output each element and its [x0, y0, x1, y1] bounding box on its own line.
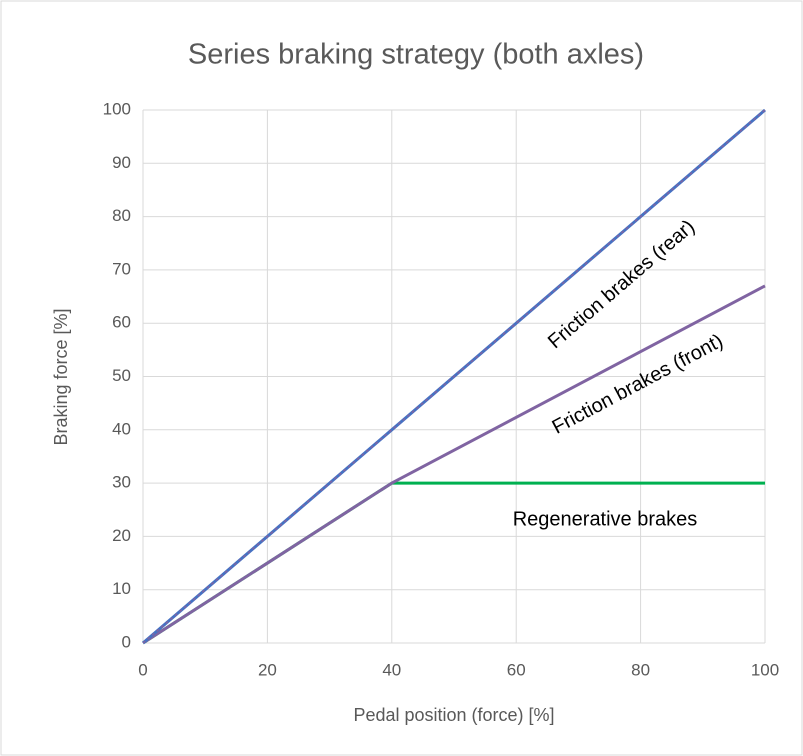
x-tick-label: 40 [382, 660, 401, 679]
y-tick-label: 80 [112, 206, 131, 225]
y-tick-label: 0 [122, 632, 131, 651]
y-tick-label: 60 [112, 313, 131, 332]
y-tick-label: 90 [112, 153, 131, 172]
x-tick-label: 0 [138, 660, 147, 679]
y-tick-label: 50 [112, 366, 131, 385]
x-tick-label: 20 [258, 660, 277, 679]
x-tick-label: 60 [507, 660, 526, 679]
chart-title: Series braking strategy (both axles) [188, 39, 644, 71]
y-tick-label: 100 [103, 99, 131, 118]
x-axis-label: Pedal position (force) [%] [353, 705, 554, 725]
y-axis-label: Braking force [%] [51, 308, 71, 445]
y-tick-label: 30 [112, 473, 131, 492]
series-label: Regenerative brakes [513, 508, 698, 530]
y-tick-label: 20 [112, 526, 131, 545]
y-tick-label: 70 [112, 259, 131, 278]
x-tick-label: 80 [631, 660, 650, 679]
series-line [142, 284, 766, 645]
y-tick-label: 10 [112, 579, 131, 598]
series-line-dash [142, 109, 766, 644]
x-tick-label: 100 [751, 660, 779, 679]
y-tick-label: 40 [112, 419, 131, 438]
